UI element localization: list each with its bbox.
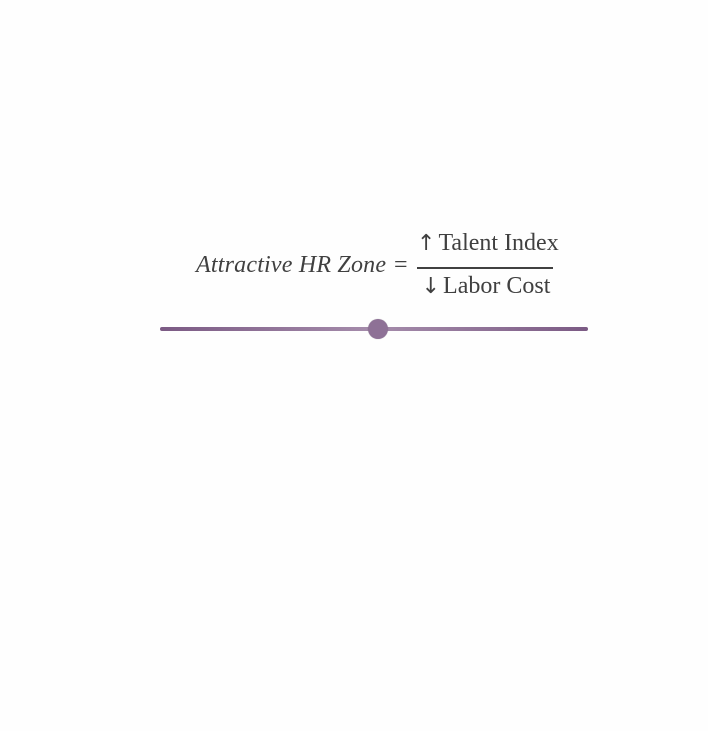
- fraction: ↑ Talent Index ↓ Labor Cost: [417, 230, 559, 306]
- up-arrow-icon: ↑: [417, 231, 436, 256]
- numerator: ↑ Talent Index: [417, 230, 559, 257]
- fraction-bar: [417, 267, 553, 269]
- equals-sign: =: [394, 252, 408, 278]
- numerator-text: Talent Index: [438, 230, 559, 256]
- denominator: ↓ Labor Cost: [417, 273, 555, 300]
- slider[interactable]: [160, 319, 588, 341]
- down-arrow-icon: ↓: [421, 274, 441, 299]
- slider-thumb[interactable]: [368, 319, 389, 339]
- formula-lhs: Attractive HR Zone: [196, 252, 387, 278]
- formula: Attractive HR Zone = ↑ Talent Index ↓ Labo…: [196, 230, 566, 306]
- denominator-text: Labor Cost: [443, 273, 551, 299]
